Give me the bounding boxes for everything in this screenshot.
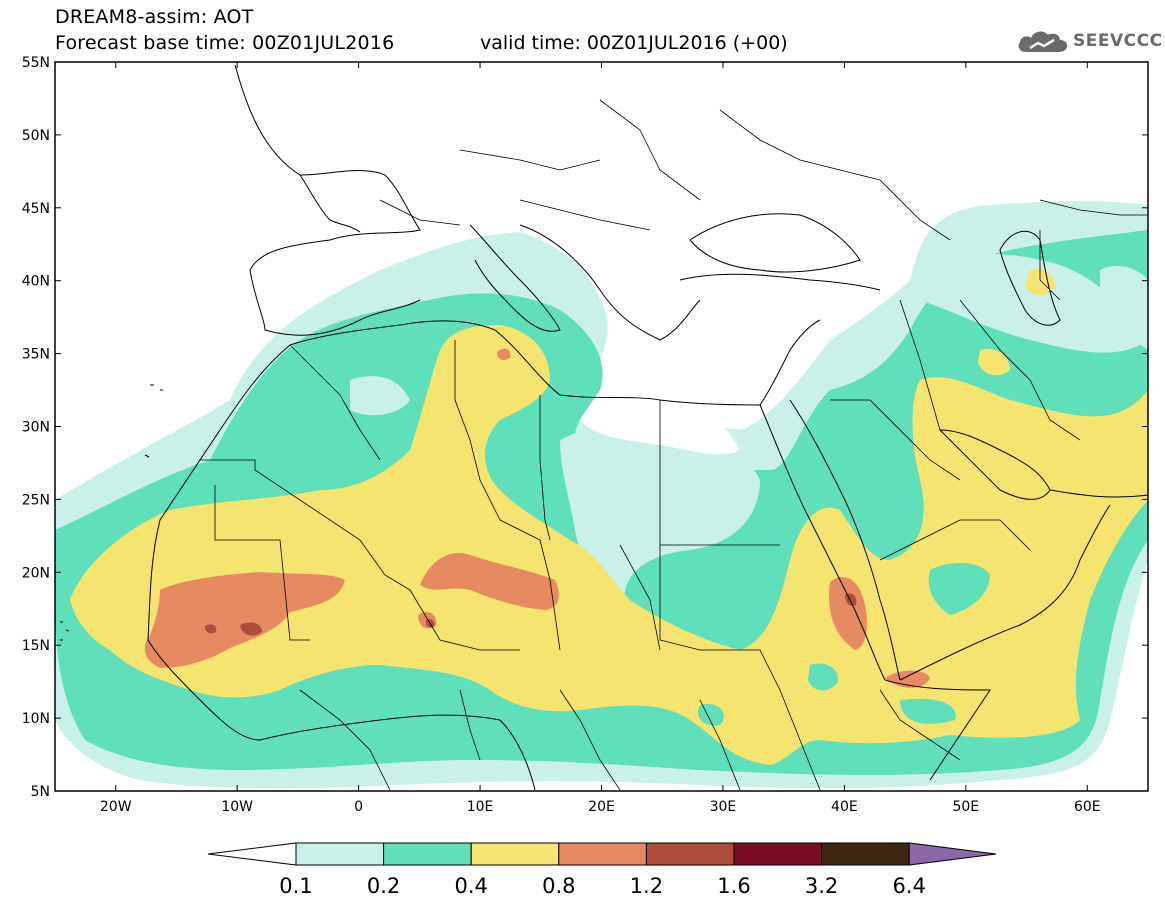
lon-label: 30E (710, 799, 737, 815)
latitude-axis: 55N 50N 45N 40N 35N 30N 25N 20N 15N 10N 5N (22, 55, 1148, 800)
logo-text: SEEVCCC (1073, 31, 1163, 51)
lat-label: 40N (22, 274, 50, 290)
lat-label: 35N (22, 347, 50, 363)
aot-field (55, 62, 1148, 791)
chart-title: DREAM8-assim: AOT (55, 6, 254, 28)
colorbar-label: 0.2 (367, 874, 400, 898)
colorbar-segment (558, 842, 647, 866)
lon-label: 20W (100, 799, 132, 815)
colorbar-label: 3.2 (805, 874, 838, 898)
aot-cutouts-green (698, 563, 990, 726)
lon-label: 60E (1074, 799, 1101, 815)
colorbar-segment (470, 842, 560, 866)
lat-label: 10N (22, 711, 50, 727)
colorbar-low-arrow (207, 842, 297, 866)
lat-label: 55N (22, 55, 50, 71)
colorbar-label: 1.2 (630, 874, 663, 898)
colorbar-label: 0.8 (542, 874, 575, 898)
lon-label: 20E (588, 799, 615, 815)
longitude-axis: 20W 10W 0 10E 20E 30E 40E 50E 60E (100, 62, 1101, 815)
colorbar-label: 0.4 (454, 874, 487, 898)
colorbar-high-arrow (908, 842, 997, 866)
colorbar-segment (821, 842, 910, 866)
lat-label: 25N (22, 492, 50, 508)
colorbar-segment (645, 842, 735, 866)
lon-label: 0 (354, 799, 363, 815)
base-time-label: Forecast base time: 00Z01JUL2016 (55, 32, 395, 54)
aot-band-0.8 (144, 348, 930, 688)
lat-label: 45N (22, 201, 50, 217)
country-borders (200, 99, 1148, 791)
colorbar-segment (295, 842, 385, 866)
colorbar-label: 6.4 (892, 874, 925, 898)
lon-label: 50E (952, 799, 979, 815)
colorbar-label: 0.1 (279, 874, 312, 898)
lat-label: 15N (22, 638, 50, 654)
lon-label: 10E (467, 799, 494, 815)
colorbar: 0.1 0.2 0.4 0.8 1.2 1.6 3.2 6.4 (207, 842, 997, 898)
colorbar-segment (383, 842, 472, 866)
valid-time-label: valid time: 00Z01JUL2016 (+00) (480, 32, 788, 54)
cloud-icon (1018, 31, 1068, 52)
colorbar-segment (733, 842, 823, 866)
lon-label: 40E (831, 799, 858, 815)
colorbar-label: 1.6 (717, 874, 750, 898)
lat-label: 30N (22, 420, 50, 436)
lat-label: 50N (22, 128, 50, 144)
aot-band-0.4 (70, 268, 1148, 765)
lon-label: 10W (221, 799, 253, 815)
lat-label: 20N (22, 565, 50, 581)
seevccc-logo: SEEVCCC (1016, 26, 1163, 56)
lat-label: 5N (31, 784, 50, 800)
